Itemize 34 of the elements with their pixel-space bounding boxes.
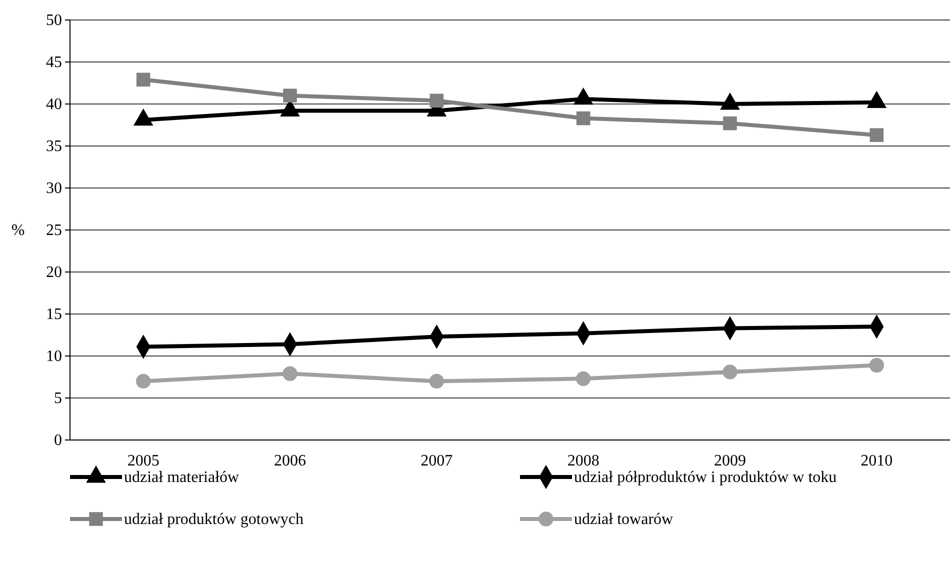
legend-label: udział materiałów [124, 469, 240, 486]
point [430, 94, 444, 108]
y-tick-label: 45 [46, 54, 62, 72]
legend-label: udział towarów [574, 511, 674, 528]
x-tick-label: 2006 [274, 452, 306, 470]
x-tick-label: 2007 [420, 452, 453, 470]
legend-label: udział produktów gotowych [124, 511, 304, 528]
point [282, 366, 298, 381]
point [283, 88, 297, 102]
point [722, 364, 738, 380]
x-tick-label: 2009 [714, 452, 746, 470]
y-tick-label: 0 [54, 432, 62, 450]
y-tick-label: 5 [54, 390, 62, 408]
x-tick-label: 2005 [127, 452, 160, 470]
y-tick-label: 40 [46, 96, 62, 114]
y-axis-title: % [11, 222, 25, 239]
x-tick-label: 2008 [567, 452, 600, 470]
y-tick-label: 15 [46, 306, 62, 324]
legend-label: udział półproduktów i produktów w toku [574, 469, 837, 486]
point [136, 374, 151, 389]
y-tick-label: 30 [46, 180, 62, 198]
point [576, 111, 590, 126]
y-tick-label: 35 [46, 138, 62, 156]
y-tick-label: 25 [46, 222, 62, 240]
point [429, 374, 444, 389]
point [869, 358, 884, 373]
point [576, 371, 591, 386]
point [870, 128, 884, 142]
point [723, 116, 737, 130]
y-tick-label: 10 [46, 348, 62, 366]
x-tick-label: 2010 [860, 452, 893, 470]
y-tick-label: 50 [46, 12, 62, 30]
point [136, 72, 150, 87]
y-tick-label: 20 [46, 264, 62, 282]
